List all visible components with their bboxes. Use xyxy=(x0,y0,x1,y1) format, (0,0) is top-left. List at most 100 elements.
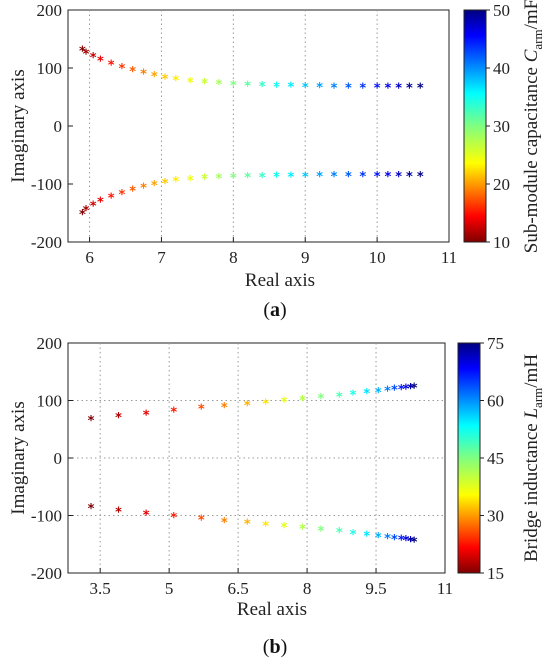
data-point-marker: * xyxy=(119,188,126,203)
panel-a-x-ticks: 6 7 8 9 10 11 xyxy=(85,237,457,267)
data-point-marker: * xyxy=(115,411,122,426)
y-tick-label: -200 xyxy=(31,233,62,252)
panel-a-plot-area xyxy=(67,9,450,243)
panel-b-x-axis-label: Real axis xyxy=(237,599,307,620)
data-point-marker: * xyxy=(302,81,309,96)
x-tick-label: 9.5 xyxy=(365,579,386,598)
data-point-marker: * xyxy=(273,81,280,96)
data-point-marker: * xyxy=(129,184,136,199)
data-point-marker: * xyxy=(398,534,405,549)
data-point-marker: * xyxy=(384,385,391,400)
panel-b-colorbar xyxy=(457,342,481,574)
x-tick-label: 3.5 xyxy=(90,579,111,598)
panel-a-caption: (a) xyxy=(263,299,286,321)
data-point-marker: * xyxy=(201,77,208,92)
colorbar-tick-label: 30 xyxy=(487,507,504,526)
data-point-marker: * xyxy=(187,174,194,189)
panel-a-y-axis-label: Imaginary axis xyxy=(8,69,29,182)
data-point-marker: * xyxy=(375,386,382,401)
data-point-marker: * xyxy=(79,45,86,60)
data-point-marker: * xyxy=(259,171,266,186)
data-point-marker: * xyxy=(83,204,90,219)
colorbar-tick-label: 75 xyxy=(487,334,504,353)
data-point-marker: * xyxy=(244,518,251,533)
colorbar-tick-label: 30 xyxy=(493,117,510,136)
data-point-marker: * xyxy=(281,396,288,411)
y-tick-label: 0 xyxy=(54,117,63,136)
data-point-marker: * xyxy=(151,179,158,194)
data-point-marker: * xyxy=(406,170,413,185)
data-point-marker: * xyxy=(97,195,104,210)
panel-a-colorbar-ticks: 50 40 30 20 10 xyxy=(486,1,510,252)
data-point-marker: * xyxy=(230,172,237,187)
colorbar-tick-label: 50 xyxy=(493,1,510,20)
panel-b-x-ticks: 3.5 5 6.5 8 9.5 11 xyxy=(90,568,453,598)
data-point-marker: * xyxy=(336,390,343,405)
x-tick-label: 8 xyxy=(229,248,238,267)
data-point-marker: * xyxy=(359,82,366,97)
data-point-marker: * xyxy=(287,81,294,96)
data-point-marker: * xyxy=(97,54,104,69)
data-point-marker: * xyxy=(374,82,381,97)
y-tick-label: 100 xyxy=(37,59,63,78)
data-point-marker: * xyxy=(411,535,418,550)
data-point-marker: * xyxy=(350,528,357,543)
data-point-marker: * xyxy=(162,72,169,87)
data-point-marker: * xyxy=(363,530,370,545)
colorbar-tick-label: 15 xyxy=(487,564,504,583)
data-point-marker: * xyxy=(201,173,208,188)
panel-b-colorbar-title: Bridge inductance Larm/mH xyxy=(521,354,545,562)
data-point-marker: * xyxy=(90,199,97,214)
data-point-marker: * xyxy=(129,65,136,80)
data-point-marker: * xyxy=(140,68,147,83)
data-point-marker: * xyxy=(221,516,228,531)
x-tick-label: 5 xyxy=(165,579,174,598)
data-point-marker: * xyxy=(299,523,306,538)
y-tick-label: 200 xyxy=(37,334,63,353)
data-point-marker: * xyxy=(281,521,288,536)
y-tick-label: 0 xyxy=(54,449,63,468)
data-point-marker: * xyxy=(216,172,223,187)
data-point-marker: * xyxy=(398,383,405,398)
data-point-marker: * xyxy=(287,170,294,185)
panel-b-colorbar-ticks: 75 60 45 30 15 xyxy=(480,334,504,583)
panel-b-colorbar-subscript: arm xyxy=(530,388,545,408)
data-point-marker: * xyxy=(407,382,414,397)
data-point-marker: * xyxy=(374,170,381,185)
panel-b-points: * * * * * * * * * * * * * * * * * ***** * * * * * * * * * * * * * * * * **… xyxy=(88,381,418,550)
data-point-marker: * xyxy=(198,403,205,418)
data-point-marker: * xyxy=(216,78,223,93)
y-tick-label: -100 xyxy=(31,507,62,526)
data-point-marker: * xyxy=(317,524,324,539)
data-point-marker: * xyxy=(83,47,90,62)
panel-b-colorbar-label: Bridge inductance xyxy=(521,423,542,562)
data-point-marker: * xyxy=(363,387,370,402)
panel-b-y-ticks: 200 100 0 -100 -200 xyxy=(31,334,73,583)
data-point-marker: * xyxy=(417,170,424,185)
panel-a-points: ** * * * * * * * * * * * * * * * * * * * * * * * * * * *** * * * * * * * * *… xyxy=(79,45,424,224)
data-point-marker: * xyxy=(384,532,391,547)
x-tick-label: 11 xyxy=(441,248,457,267)
data-point-marker: * xyxy=(391,533,398,548)
data-point-marker: * xyxy=(143,508,150,523)
panel-b-colorbar-unit: /mH xyxy=(521,354,542,388)
data-point-marker: * xyxy=(302,170,309,185)
y-tick-label: 100 xyxy=(37,392,63,411)
data-point-marker: * xyxy=(79,208,86,223)
panel-a-colorbar-title: Sub-module capacitance Carm/mF xyxy=(521,0,545,253)
data-point-marker: * xyxy=(273,170,280,185)
data-point-marker: * xyxy=(221,401,228,416)
data-point-marker: * xyxy=(151,70,158,85)
data-point-marker: * xyxy=(359,170,366,185)
panel-a-colorbar-subscript: arm xyxy=(530,29,545,49)
data-point-marker: * xyxy=(345,82,352,97)
x-tick-label: 10 xyxy=(369,248,386,267)
y-tick-label: -200 xyxy=(31,564,62,583)
data-point-marker: * xyxy=(244,171,251,186)
data-point-marker: * xyxy=(259,80,266,95)
data-point-marker: * xyxy=(230,79,237,94)
data-point-marker: * xyxy=(395,82,402,97)
panel-b-plot-area xyxy=(67,342,446,574)
data-point-marker: * xyxy=(170,405,177,420)
